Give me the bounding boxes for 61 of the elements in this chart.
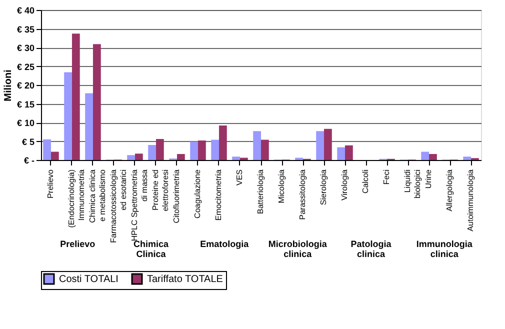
text: Immunologia clinica bbox=[416, 239, 474, 259]
bar bbox=[261, 140, 269, 160]
bar bbox=[156, 139, 164, 160]
y-tick-label: € 40 bbox=[16, 6, 34, 16]
x-tick-label: Liquidi biologici bbox=[403, 169, 422, 198]
bar bbox=[85, 93, 93, 160]
y-tick-label: € 25 bbox=[16, 62, 34, 72]
legend-label: Tariffato TOTALE bbox=[147, 274, 224, 285]
y-axis-title: Milioni bbox=[2, 69, 14, 102]
y-tick-label: € 35 bbox=[16, 24, 34, 34]
y-tick-label: € 5 bbox=[22, 136, 34, 147]
bar bbox=[134, 154, 143, 160]
bar bbox=[176, 154, 185, 160]
x-tick-label: (Endocrinologia) Immunometria bbox=[66, 168, 86, 228]
text: Prelievo bbox=[60, 239, 96, 249]
x-tick-label: Batteriologia bbox=[256, 168, 265, 214]
bar bbox=[218, 126, 227, 160]
bar bbox=[43, 139, 51, 160]
bar bbox=[345, 145, 353, 160]
text: Ematologia bbox=[200, 239, 250, 249]
bar bbox=[198, 140, 206, 160]
x-tick-label: Sierologia bbox=[319, 168, 328, 206]
x-tick-label: Micologia bbox=[277, 168, 286, 204]
x-tick-label: Allergologia bbox=[445, 168, 454, 212]
bar bbox=[316, 131, 324, 160]
x-tick-label: Emocitometria bbox=[214, 168, 223, 221]
x-tick-label: Autoimmunologia bbox=[466, 168, 476, 232]
x-tick-label: Citofluorimetria bbox=[172, 168, 181, 224]
text: Patologia clinica bbox=[350, 239, 392, 259]
bar bbox=[72, 34, 80, 160]
bar bbox=[64, 72, 72, 160]
bar bbox=[211, 140, 219, 160]
x-tick-label: VES bbox=[235, 170, 244, 186]
x-tick-label: Virologia bbox=[340, 168, 350, 200]
y-tick-label: € 30 bbox=[16, 43, 34, 53]
x-tick-label: Calcoli bbox=[361, 169, 370, 194]
x-tick-label: Coagulazione bbox=[192, 168, 202, 218]
bar bbox=[324, 128, 332, 160]
bar bbox=[127, 155, 135, 160]
bar bbox=[463, 156, 472, 160]
x-tick-label: Feci bbox=[382, 169, 392, 185]
x-tick-label: Prelievo bbox=[46, 168, 55, 198]
y-tick-label: € 10 bbox=[16, 118, 34, 128]
x-tick-label: Urine bbox=[424, 168, 434, 189]
y-tick-label: € 15 bbox=[16, 99, 34, 110]
x-tick-label: Parassitologia bbox=[298, 168, 308, 220]
x-tick-label: Chimica clinica e metabolismo bbox=[88, 168, 107, 223]
bar bbox=[92, 44, 101, 160]
bar bbox=[337, 147, 346, 160]
bar bbox=[421, 152, 430, 160]
bar bbox=[148, 145, 156, 160]
bar bbox=[50, 152, 59, 160]
bar bbox=[429, 154, 437, 160]
y-tick-label: € 20 bbox=[16, 80, 34, 90]
text: Chimica Clinica bbox=[133, 239, 170, 259]
legend-label: Costi TOTALI bbox=[59, 274, 118, 285]
bar bbox=[190, 142, 198, 160]
bar bbox=[232, 156, 240, 160]
bar bbox=[253, 131, 261, 160]
y-tick-label: € - bbox=[24, 156, 34, 166]
text: Microbiologia clinica bbox=[268, 239, 328, 259]
